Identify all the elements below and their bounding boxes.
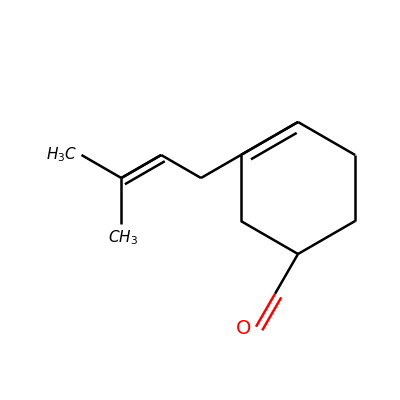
Text: $CH_3$: $CH_3$ [108, 228, 138, 247]
Text: O: O [236, 319, 252, 338]
Text: $H_3C$: $H_3C$ [46, 146, 78, 164]
